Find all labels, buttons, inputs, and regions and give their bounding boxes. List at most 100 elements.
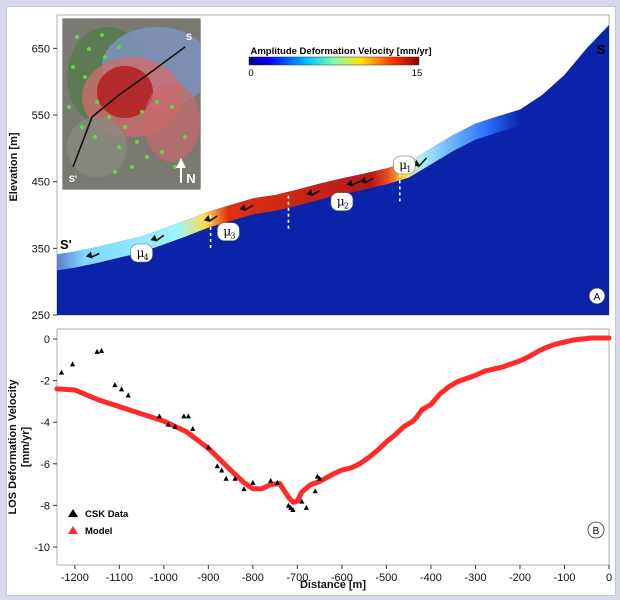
legend-label-model: Model xyxy=(85,526,112,537)
los-axis-label-unit: [mm/yr] xyxy=(20,426,32,467)
terrain-body xyxy=(57,25,609,315)
y-tick-label: -8 xyxy=(40,500,50,512)
north-label: N xyxy=(186,171,195,186)
csk-data-point xyxy=(165,421,171,427)
zone-label-subscript: 3 xyxy=(230,232,235,241)
csk-data-point xyxy=(219,467,225,473)
x-tick-label: -900 xyxy=(197,572,219,584)
elevation-tick-label: 650 xyxy=(32,43,50,55)
colorbar xyxy=(248,56,420,66)
colorbar-min-label: 0 xyxy=(248,68,253,79)
y-tick-label: -10 xyxy=(34,542,50,554)
panel-a-badge xyxy=(588,287,606,305)
csk-data-point xyxy=(205,444,211,450)
x-tick-label: -100 xyxy=(553,572,575,584)
csk-data-point xyxy=(69,361,76,367)
motion-arrow-shaft xyxy=(155,234,165,242)
legend: CSK Data Model xyxy=(68,509,129,537)
elevation-tick-label: 250 xyxy=(32,310,50,322)
csk-data-point xyxy=(181,413,187,419)
csk-data-point xyxy=(288,504,294,510)
motion-arrow-head xyxy=(306,189,314,197)
motion-arrow-shaft xyxy=(90,252,100,259)
motion-arrow-head xyxy=(359,176,367,184)
x-tick-label: -1100 xyxy=(106,572,133,584)
elevation-tick-label: 550 xyxy=(32,110,50,122)
zone-label-subscript: 1 xyxy=(406,165,411,174)
zone-label-badge xyxy=(217,222,240,241)
x-tick-label: -800 xyxy=(242,572,264,584)
model-series-line xyxy=(54,335,612,505)
csk-data-point xyxy=(268,477,274,483)
csk-data-point xyxy=(250,479,256,485)
zone-label-badge xyxy=(130,243,153,263)
y-tick-label: -6 xyxy=(40,459,50,471)
inset-map: S S' N xyxy=(62,18,201,190)
elevation-tick-label: 350 xyxy=(32,243,50,255)
x-tick-label: -1000 xyxy=(150,572,178,584)
motion-arrow-shaft xyxy=(244,204,254,212)
x-tick-label: -1200 xyxy=(61,572,89,584)
zone-label: μ xyxy=(137,246,145,260)
x-tick-label: -200 xyxy=(509,572,531,584)
panel-b: -1200 -1100 -1000 -900 -800 -700 -600 -500 -400-… xyxy=(7,328,612,591)
los-axis-label-main: LOS Deformation Velocity xyxy=(7,379,19,515)
csk-data-point xyxy=(290,506,296,512)
csk-data-point xyxy=(232,475,238,481)
legend-marker-csk xyxy=(68,509,78,517)
colorbar-max-label: 15 xyxy=(412,68,423,79)
zone-label: μ xyxy=(337,195,345,209)
elevation-tick-label: 450 xyxy=(32,177,50,189)
x-tick-label: -400 xyxy=(420,572,442,584)
inset-label-s: S xyxy=(186,32,192,42)
motion-arrow-shaft xyxy=(364,177,374,184)
csk-data-point xyxy=(285,502,292,508)
motion-arrow-head xyxy=(239,204,247,212)
x-tick-label: -700 xyxy=(286,572,308,584)
motion-arrow-head xyxy=(85,251,93,259)
csk-data-point xyxy=(112,382,118,388)
motion-arrow-shaft xyxy=(310,189,321,196)
y-tick-label: -4 xyxy=(40,417,50,429)
zone-label-badge xyxy=(330,192,354,211)
csk-data-point xyxy=(156,413,162,419)
zone-label-subscript: 2 xyxy=(344,202,349,211)
csk-data-point xyxy=(94,348,100,354)
zone-label: μ xyxy=(399,158,407,172)
panel-b-badge xyxy=(587,521,605,539)
x-tick-label: -300 xyxy=(464,572,486,584)
csk-data-point xyxy=(317,475,323,481)
csk-data-point xyxy=(190,425,196,431)
csk-data-point xyxy=(214,463,220,469)
zone-label-badge xyxy=(392,155,416,175)
motion-arrow-head xyxy=(150,234,158,242)
x-tick-label: 0 xyxy=(606,572,612,584)
motion-arrow-head xyxy=(346,179,353,187)
inset-label-s-prime: S' xyxy=(69,174,77,184)
csk-data-point xyxy=(118,386,125,392)
csk-data-point xyxy=(241,486,247,492)
profile-end-s: S xyxy=(597,42,606,57)
x-tick-label: -500 xyxy=(375,572,397,584)
csk-data-point xyxy=(185,413,191,419)
csk-data-point xyxy=(58,369,65,375)
y-tick-label: -2 xyxy=(40,376,50,388)
north-arrow-icon xyxy=(176,158,186,183)
csk-data-point xyxy=(172,423,178,429)
csk-data-point xyxy=(299,498,305,504)
zone-label: μ xyxy=(223,225,231,239)
motion-arrow-shaft xyxy=(351,180,361,187)
csk-data-point xyxy=(312,488,318,494)
elevation-axis-label: Elevation [m] xyxy=(8,132,20,201)
legend-label-csk: CSK Data xyxy=(85,509,129,520)
legend-marker-model xyxy=(68,526,78,534)
csk-data-point xyxy=(125,392,131,398)
x-tick-label: -600 xyxy=(331,572,353,584)
motion-arrow-shaft xyxy=(208,215,218,223)
colorbar-title: Amplitude Deformation Velocity [mm/yr] xyxy=(250,46,431,57)
x-axis-label: Distance [m] xyxy=(300,579,366,591)
csk-data-point xyxy=(314,473,321,479)
panel-a-label: A xyxy=(594,292,601,303)
